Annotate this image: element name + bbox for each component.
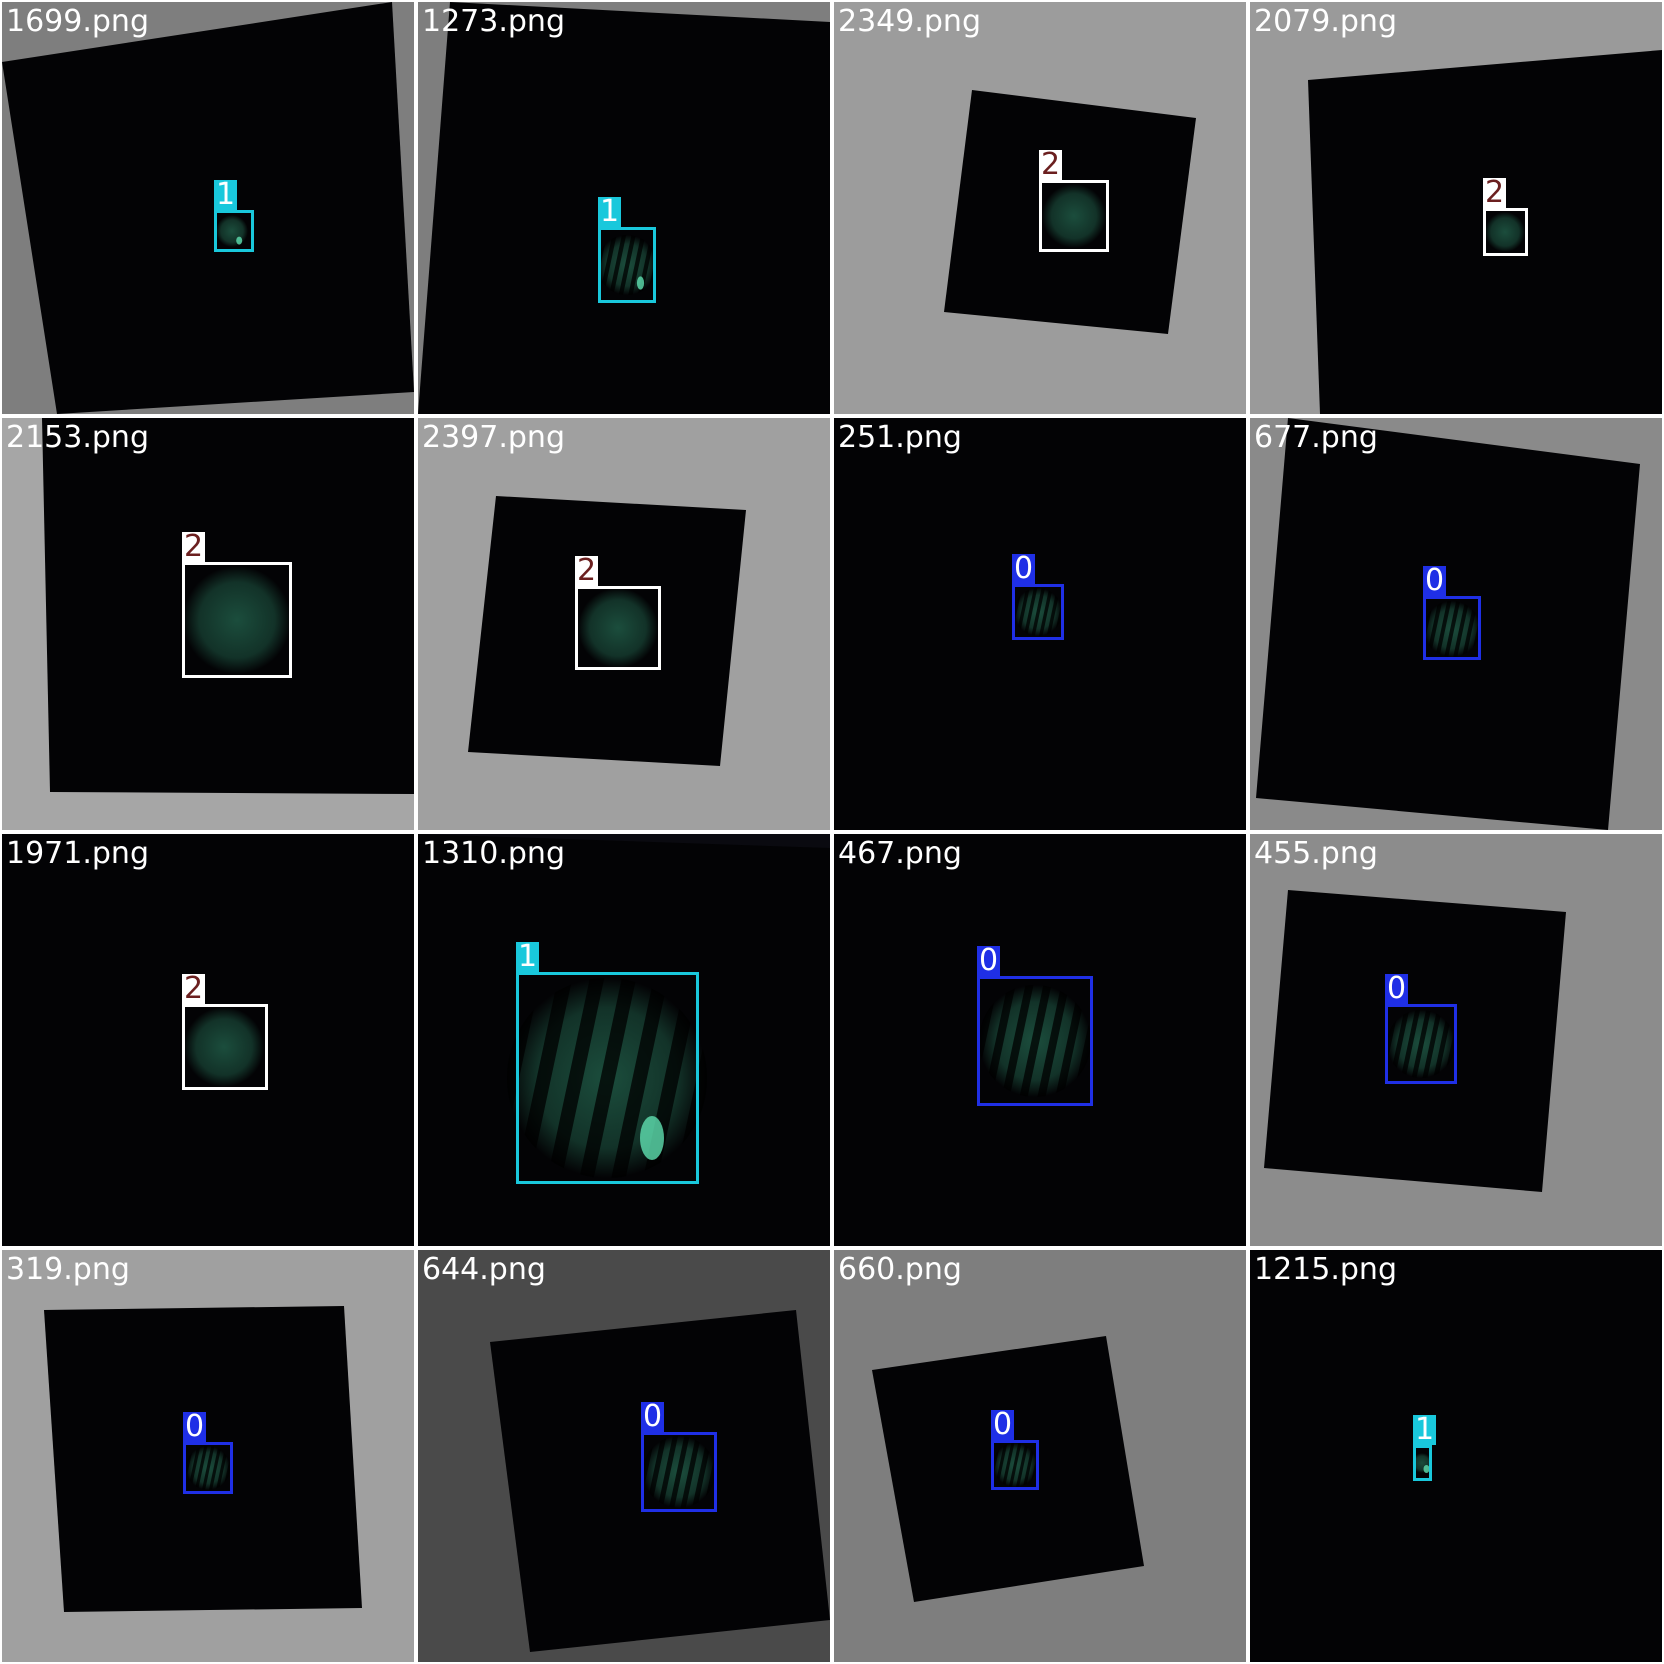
detection-box bbox=[1413, 1445, 1432, 1481]
image-filename: 2397.png bbox=[422, 420, 565, 455]
dark-frame bbox=[1250, 1250, 1662, 1662]
bright-spot bbox=[636, 276, 645, 290]
image-tile: 1310.png 1 bbox=[418, 834, 830, 1246]
sample-image bbox=[418, 834, 830, 1246]
image-tile: 2153.png 2 bbox=[2, 418, 414, 830]
image-tile: 644.png 0 bbox=[418, 1250, 830, 1662]
image-filename: 319.png bbox=[6, 1252, 130, 1287]
detection-box bbox=[1483, 208, 1528, 256]
fringe-pattern bbox=[507, 978, 707, 1178]
class-label: 1 bbox=[214, 177, 238, 212]
fringe-pattern bbox=[643, 1436, 715, 1508]
class-label: 1 bbox=[598, 194, 622, 229]
sample-image bbox=[944, 90, 1196, 334]
class-label: 0 bbox=[183, 1409, 207, 1444]
sample-image bbox=[2, 834, 414, 1246]
detection-box bbox=[575, 586, 661, 670]
image-tile: 2349.png 2 bbox=[834, 2, 1246, 414]
image-tile: 2079.png 2 bbox=[1250, 2, 1662, 414]
detection-box bbox=[1423, 596, 1481, 660]
class-label: 0 bbox=[977, 943, 1001, 978]
detection-box bbox=[641, 1432, 717, 1512]
image-tile: 251.png 0 bbox=[834, 418, 1246, 830]
class-label: 0 bbox=[641, 1399, 665, 1434]
bright-spot bbox=[1423, 1465, 1430, 1473]
image-filename: 1215.png bbox=[1254, 1252, 1397, 1287]
glow-disc bbox=[1042, 184, 1106, 248]
image-filename: 1273.png bbox=[422, 4, 565, 39]
sample-image bbox=[834, 418, 1246, 830]
detection-box bbox=[991, 1440, 1039, 1490]
image-tile: 1273.png 1 bbox=[418, 2, 830, 414]
detection-box bbox=[516, 972, 699, 1184]
sample-image bbox=[2, 2, 414, 414]
image-filename: 1699.png bbox=[6, 4, 149, 39]
detection-box bbox=[214, 210, 254, 252]
image-filename: 2153.png bbox=[6, 420, 149, 455]
image-tile: 660.png 0 bbox=[834, 1250, 1246, 1662]
image-filename: 251.png bbox=[838, 420, 962, 455]
image-tile: 467.png 0 bbox=[834, 834, 1246, 1246]
image-tile: 1971.png 2 bbox=[2, 834, 414, 1246]
dark-frame bbox=[2, 2, 414, 414]
image-filename: 644.png bbox=[422, 1252, 546, 1287]
class-label: 2 bbox=[182, 971, 206, 1006]
bright-spot bbox=[236, 236, 243, 245]
image-filename: 1310.png bbox=[422, 836, 565, 871]
class-label: 0 bbox=[1012, 551, 1036, 586]
class-label: 2 bbox=[1039, 147, 1063, 182]
image-tile: 2397.png 2 bbox=[418, 418, 830, 830]
image-filename: 660.png bbox=[838, 1252, 962, 1287]
bright-spot bbox=[640, 1116, 664, 1160]
detection-box bbox=[1012, 584, 1064, 640]
detection-box bbox=[598, 227, 656, 303]
sample-image bbox=[418, 2, 830, 414]
image-filename: 2349.png bbox=[838, 4, 981, 39]
class-label: 2 bbox=[575, 553, 599, 588]
class-label: 0 bbox=[991, 1407, 1015, 1442]
image-filename: 1971.png bbox=[6, 836, 149, 871]
class-label: 2 bbox=[1483, 175, 1507, 210]
sample-image bbox=[1256, 418, 1640, 830]
glow-disc bbox=[184, 1007, 264, 1087]
sample-image bbox=[1308, 50, 1662, 414]
sample-image bbox=[490, 1310, 830, 1652]
image-filename: 467.png bbox=[838, 836, 962, 871]
image-tile: 455.png 0 bbox=[1250, 834, 1662, 1246]
detection-box bbox=[183, 1442, 233, 1494]
class-label: 1 bbox=[1413, 1412, 1437, 1447]
sample-image bbox=[1264, 890, 1566, 1192]
detection-box bbox=[1039, 180, 1109, 252]
image-tile: 1215.png 1 bbox=[1250, 1250, 1662, 1662]
class-label: 0 bbox=[1423, 563, 1447, 598]
image-filename: 677.png bbox=[1254, 420, 1378, 455]
detection-box bbox=[1385, 1004, 1457, 1084]
sample-image bbox=[834, 834, 1246, 1246]
sample-image bbox=[872, 1336, 1144, 1602]
detection-box bbox=[182, 1004, 268, 1090]
class-label: 0 bbox=[1385, 971, 1409, 1006]
class-label: 2 bbox=[182, 529, 206, 564]
sample-image bbox=[1250, 1250, 1662, 1662]
sample-image bbox=[44, 1306, 362, 1612]
image-filename: 455.png bbox=[1254, 836, 1378, 871]
glow-disc bbox=[1485, 212, 1525, 252]
image-filename: 2079.png bbox=[1254, 4, 1397, 39]
glow-disc bbox=[183, 566, 291, 674]
sample-image bbox=[468, 496, 746, 766]
class-label: 1 bbox=[516, 939, 540, 974]
detection-box bbox=[977, 976, 1093, 1106]
dark-frame bbox=[418, 2, 830, 414]
image-tile: 319.png 0 bbox=[2, 1250, 414, 1662]
glow-disc bbox=[578, 588, 658, 668]
detection-box bbox=[182, 562, 292, 678]
sample-image bbox=[42, 418, 414, 794]
image-tile: 677.png 0 bbox=[1250, 418, 1662, 830]
image-tile: 1699.png 1 bbox=[2, 2, 414, 414]
